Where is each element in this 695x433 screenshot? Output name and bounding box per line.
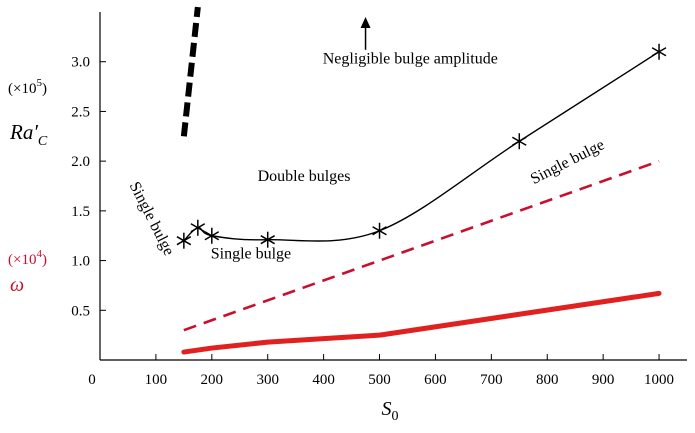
y-tick-label: 3.0 xyxy=(71,55,90,71)
x-tick-label: 500 xyxy=(368,372,391,388)
x-tick-label: 100 xyxy=(145,372,168,388)
asterisk-marker xyxy=(511,133,527,150)
asterisk-marker xyxy=(204,227,220,244)
x-tick-label: 400 xyxy=(312,372,335,388)
x-tick-label: 800 xyxy=(536,372,559,388)
x-tick-label: 300 xyxy=(256,372,279,388)
y-axis-multiplier-bottom: (×104) xyxy=(8,248,47,268)
x-tick-label: 200 xyxy=(201,372,224,388)
x-tick-label: 0 xyxy=(88,372,96,388)
annotation-label: Single bulge xyxy=(211,246,291,263)
series-red-solid-line xyxy=(181,290,662,355)
y-axis-label-bottom: ω xyxy=(10,274,24,296)
x-tick-label: 900 xyxy=(592,372,615,388)
asterisk-marker xyxy=(651,43,667,60)
y-tick-label: 2.0 xyxy=(71,154,90,170)
x-tick-label: 1000 xyxy=(644,372,674,388)
asterisk-marker xyxy=(372,222,387,239)
y-axis-label-top: Ra′C xyxy=(9,120,48,149)
y-tick-label: 1.5 xyxy=(71,204,90,220)
annotation-label: Single bulge xyxy=(126,179,178,258)
series-red-dashed-line xyxy=(183,159,660,332)
arrow-head xyxy=(360,16,371,28)
x-tick-label: 700 xyxy=(480,372,503,388)
asterisk-marker xyxy=(260,231,276,248)
asterisk-marker xyxy=(190,219,206,236)
y-tick-label: 2.5 xyxy=(71,104,90,120)
series-black-dashed-line xyxy=(180,6,201,137)
y-axis-multiplier-top: (×105) xyxy=(8,77,47,97)
annotation-label: Double bulges xyxy=(258,168,351,185)
x-tick-label: 600 xyxy=(424,372,447,388)
y-tick-label: 0.5 xyxy=(71,303,90,319)
y-tick-label: 1.0 xyxy=(71,254,90,270)
annotation-label: Single bulge xyxy=(528,136,607,188)
annotation-label: Negligible bulge amplitude xyxy=(323,51,498,68)
x-axis-label: S0 xyxy=(382,398,399,424)
asterisk-marker xyxy=(176,232,192,249)
